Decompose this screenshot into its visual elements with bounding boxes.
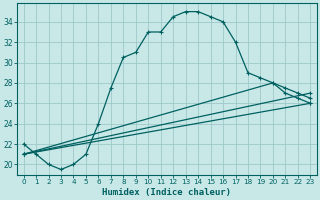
X-axis label: Humidex (Indice chaleur): Humidex (Indice chaleur) <box>102 188 231 197</box>
